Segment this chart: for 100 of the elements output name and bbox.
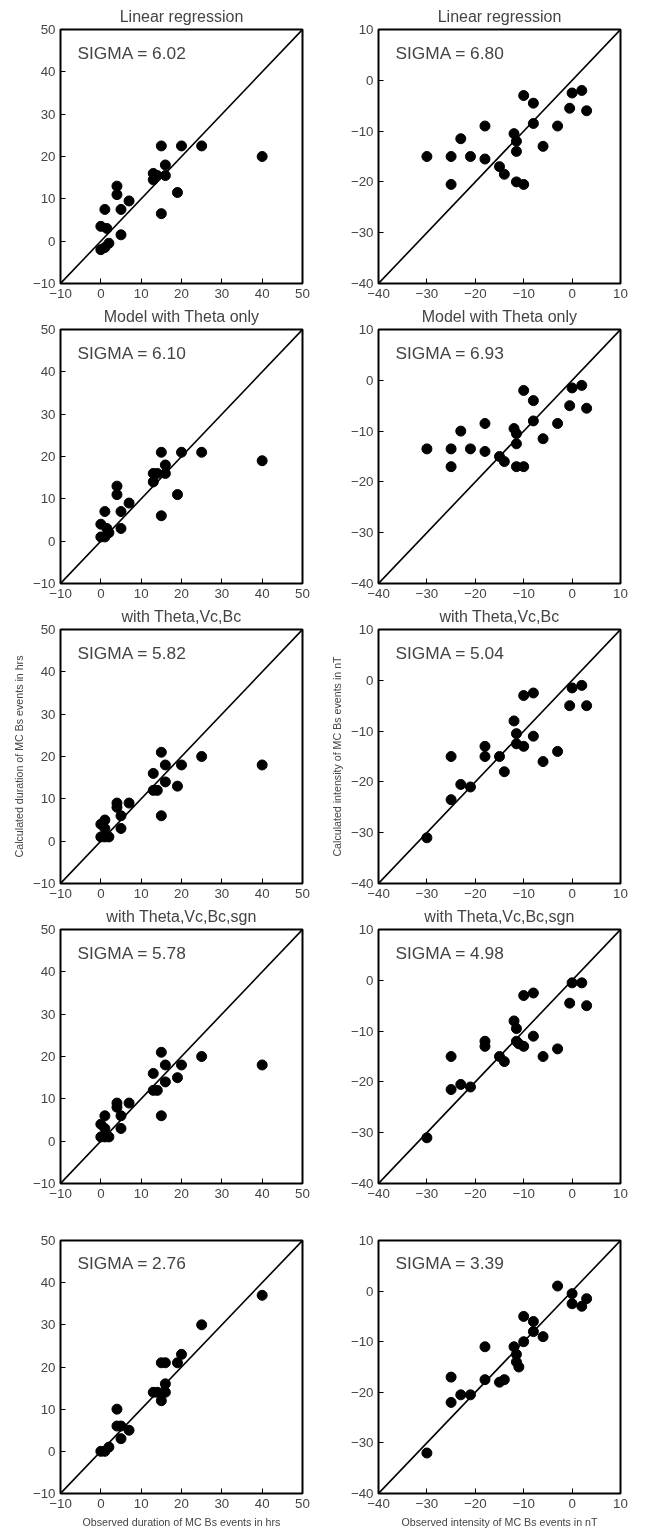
annotation: SIGMA = 6.80 <box>395 42 504 63</box>
y-tick-label: −10 <box>350 1334 374 1350</box>
y-tick-label: 40 <box>40 364 56 380</box>
x-tick-label: 20 <box>174 1495 189 1511</box>
y-tick-label: 10 <box>40 491 56 507</box>
x-axis-title: Observed duration of MC Bs events in hrs <box>82 1515 281 1528</box>
chart-title: Model with Theta only <box>421 307 578 325</box>
y-tick-label: 0 <box>366 672 374 688</box>
x-tick-label: 50 <box>295 1495 310 1511</box>
annotation: SIGMA = 5.82 <box>77 642 186 663</box>
x-tick-label: 10 <box>613 885 628 901</box>
y-tick-label: 10 <box>40 791 56 807</box>
x-tick-label: 50 <box>295 585 310 601</box>
x-tick-label: 0 <box>97 585 105 601</box>
y-tick-label: −20 <box>350 1384 374 1400</box>
annotation: SIGMA = 6.02 <box>77 42 186 63</box>
x-tick-label: 10 <box>133 1495 149 1511</box>
x-tick-label: −10 <box>512 885 536 901</box>
y-tick-label: 10 <box>358 622 374 637</box>
y-tick-label: 40 <box>40 64 56 80</box>
y-axis-title: Calculated intensity of MC Bs events in nT <box>330 655 343 857</box>
x-tick-label: 10 <box>133 885 149 901</box>
x-axis-title: Observed intensity of MC Bs events in nT <box>401 1515 599 1528</box>
x-tick-label: 0 <box>97 1185 105 1201</box>
y-tick-label: −10 <box>350 123 374 139</box>
y-tick-label: 30 <box>40 106 56 122</box>
annotation: SIGMA = 6.10 <box>77 342 186 363</box>
x-tick-label: −30 <box>415 1495 439 1511</box>
y-tick-label: 20 <box>40 749 56 764</box>
y-tick-label: 20 <box>40 449 56 464</box>
chart-title: Linear regression <box>437 7 562 25</box>
y-tick-label: 0 <box>48 1443 56 1459</box>
x-tick-label: 50 <box>295 285 310 301</box>
x-tick-label: −20 <box>464 1185 487 1201</box>
x-tick-label: 30 <box>214 885 230 901</box>
x-tick-label: 10 <box>133 285 149 301</box>
y-tick-label: 0 <box>366 972 374 988</box>
x-tick-label: 0 <box>568 885 576 901</box>
chart-title: Model with Theta only <box>103 307 260 325</box>
y-tick-label: 0 <box>366 1283 374 1299</box>
y-tick-label: 0 <box>48 533 56 549</box>
annotation: SIGMA = 3.39 <box>395 1253 504 1274</box>
x-tick-label: 30 <box>214 285 230 301</box>
x-tick-label: −20 <box>464 285 487 301</box>
x-tick-label: 10 <box>133 1185 149 1201</box>
x-tick-label: 10 <box>613 1185 628 1201</box>
y-tick-label: 50 <box>40 22 56 37</box>
x-tick-label: 10 <box>133 585 149 601</box>
x-tick-label: 40 <box>254 1495 270 1511</box>
y-tick-label: 10 <box>358 922 374 937</box>
x-tick-label: −20 <box>464 585 487 601</box>
x-tick-label: 50 <box>295 885 310 901</box>
y-tick-label: 20 <box>40 1049 56 1064</box>
chart-title: with Theta,Vc,Bc,sgn <box>105 907 257 925</box>
y-tick-label: −10 <box>350 723 374 739</box>
x-tick-label: 40 <box>254 285 270 301</box>
y-tick-label: 50 <box>40 922 56 937</box>
y-tick-label: 10 <box>40 1091 56 1107</box>
y-tick-label: −10 <box>350 423 374 439</box>
annotation: SIGMA = 2.76 <box>77 1253 186 1274</box>
x-tick-label: 40 <box>254 885 270 901</box>
x-tick-label: 40 <box>254 585 270 601</box>
x-tick-label: 20 <box>174 1185 189 1201</box>
y-tick-label: −30 <box>350 1125 374 1141</box>
y-axis-title: Calculated duration of MC Bs events in hrs <box>12 655 25 858</box>
x-tick-label: −10 <box>512 585 536 601</box>
annotation: SIGMA = 4.98 <box>395 942 504 963</box>
chart-title: with Theta,Vc,Bc <box>120 607 242 625</box>
y-tick-label: 20 <box>40 149 56 164</box>
x-tick-label: 50 <box>295 1185 310 1201</box>
y-tick-label: −20 <box>350 774 374 790</box>
x-tick-label: −30 <box>415 885 439 901</box>
y-tick-label: 10 <box>358 322 374 337</box>
x-tick-label: 20 <box>174 285 189 301</box>
x-tick-label: 10 <box>613 1495 628 1511</box>
y-tick-label: −20 <box>350 474 374 490</box>
y-tick-label: −30 <box>350 825 374 841</box>
y-tick-label: −30 <box>350 525 374 541</box>
x-tick-label: 20 <box>174 585 189 601</box>
x-tick-label: −30 <box>415 1185 439 1201</box>
y-tick-label: −30 <box>350 1435 374 1451</box>
x-tick-label: 30 <box>214 1185 230 1201</box>
chart-title: Linear regression <box>119 7 244 25</box>
y-tick-label: 30 <box>40 1006 56 1022</box>
y-tick-label: −30 <box>350 225 374 241</box>
y-tick-label: 30 <box>40 1317 56 1333</box>
y-tick-label: −20 <box>350 1074 374 1090</box>
y-tick-label: 0 <box>366 72 374 88</box>
x-tick-label: 0 <box>97 285 105 301</box>
y-tick-label: 30 <box>40 406 56 422</box>
x-tick-label: −10 <box>512 1185 536 1201</box>
x-tick-label: −20 <box>464 885 487 901</box>
x-tick-label: 0 <box>568 1185 576 1201</box>
x-tick-label: −20 <box>464 1495 487 1511</box>
x-tick-label: 30 <box>214 585 230 601</box>
y-tick-label: 50 <box>40 622 56 637</box>
x-tick-label: 0 <box>568 285 576 301</box>
y-tick-label: 10 <box>358 22 374 37</box>
x-tick-label: 40 <box>254 1185 270 1201</box>
chart-title: with Theta,Vc,Bc,sgn <box>423 907 575 925</box>
